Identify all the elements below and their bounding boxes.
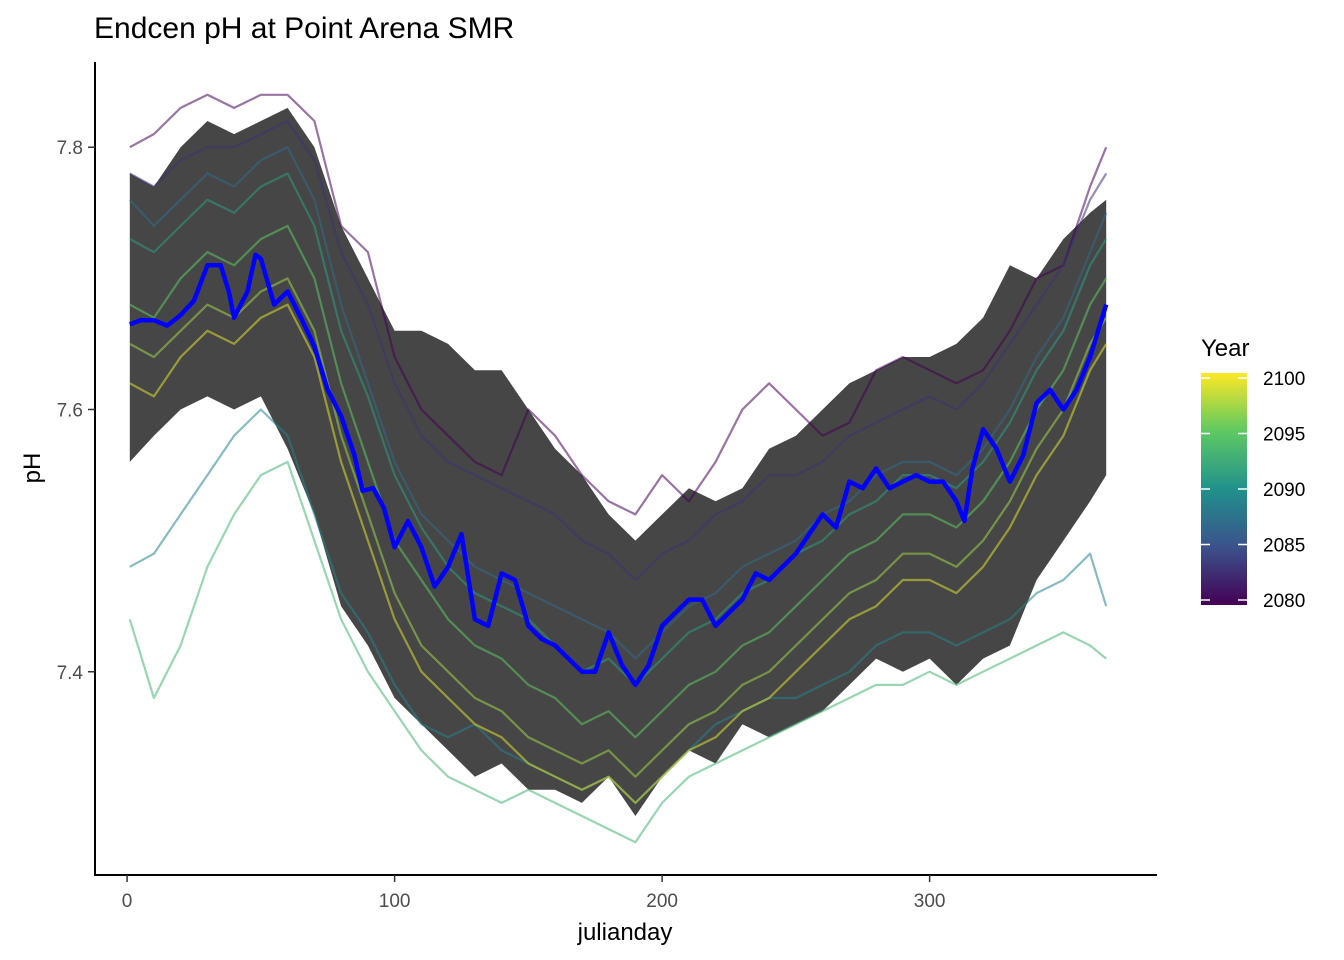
plot-area	[128, 93, 1109, 844]
chart-title: Endcen pH at Point Arena SMR	[94, 12, 514, 45]
legend-tick-label: 2095	[1263, 425, 1305, 446]
series-line-2083	[129, 119, 1108, 582]
series-line-2093	[128, 460, 1107, 844]
mean-layer	[129, 252, 1109, 688]
legend-tick-label: 2100	[1263, 369, 1305, 390]
mean-line	[129, 252, 1109, 688]
legend-ticks: 2080 2085 2090 2095 2100	[1201, 369, 1305, 612]
series-line-2097	[129, 277, 1108, 778]
range-ribbon	[129, 107, 1107, 816]
legend-tick-label: 2085	[1263, 536, 1305, 557]
legend: Year 2080 2085 2090 2095 2100	[1201, 335, 1305, 612]
x-tick-label: 100	[379, 891, 411, 912]
axes: 0 100 200 300 7.4 7.6 7.8	[57, 62, 1157, 912]
legend-tick-label: 2080	[1263, 591, 1305, 612]
y-tick-label: 7.8	[57, 138, 83, 159]
ribbon-layer	[129, 107, 1107, 816]
y-tick-label: 7.6	[57, 400, 83, 421]
series-layer	[128, 93, 1108, 844]
series-line-2099	[129, 303, 1108, 804]
series-line-2080	[129, 93, 1108, 516]
x-tick-label: 300	[914, 891, 946, 912]
series-line-2091	[129, 172, 1108, 686]
y-axis-label: pH	[19, 453, 46, 484]
legend-title: Year	[1201, 335, 1250, 362]
y-ticks: 7.4 7.6 7.8	[57, 138, 95, 684]
series-line-2087	[128, 146, 1108, 660]
x-tick-label: 200	[646, 891, 678, 912]
x-tick-label: 0	[122, 891, 133, 912]
x-axis-label: julianday	[577, 919, 673, 946]
legend-tick-label: 2090	[1263, 480, 1305, 501]
y-tick-label: 7.4	[57, 663, 84, 684]
x-ticks: 0 100 200 300	[122, 875, 946, 912]
series-line-2095	[129, 224, 1108, 739]
